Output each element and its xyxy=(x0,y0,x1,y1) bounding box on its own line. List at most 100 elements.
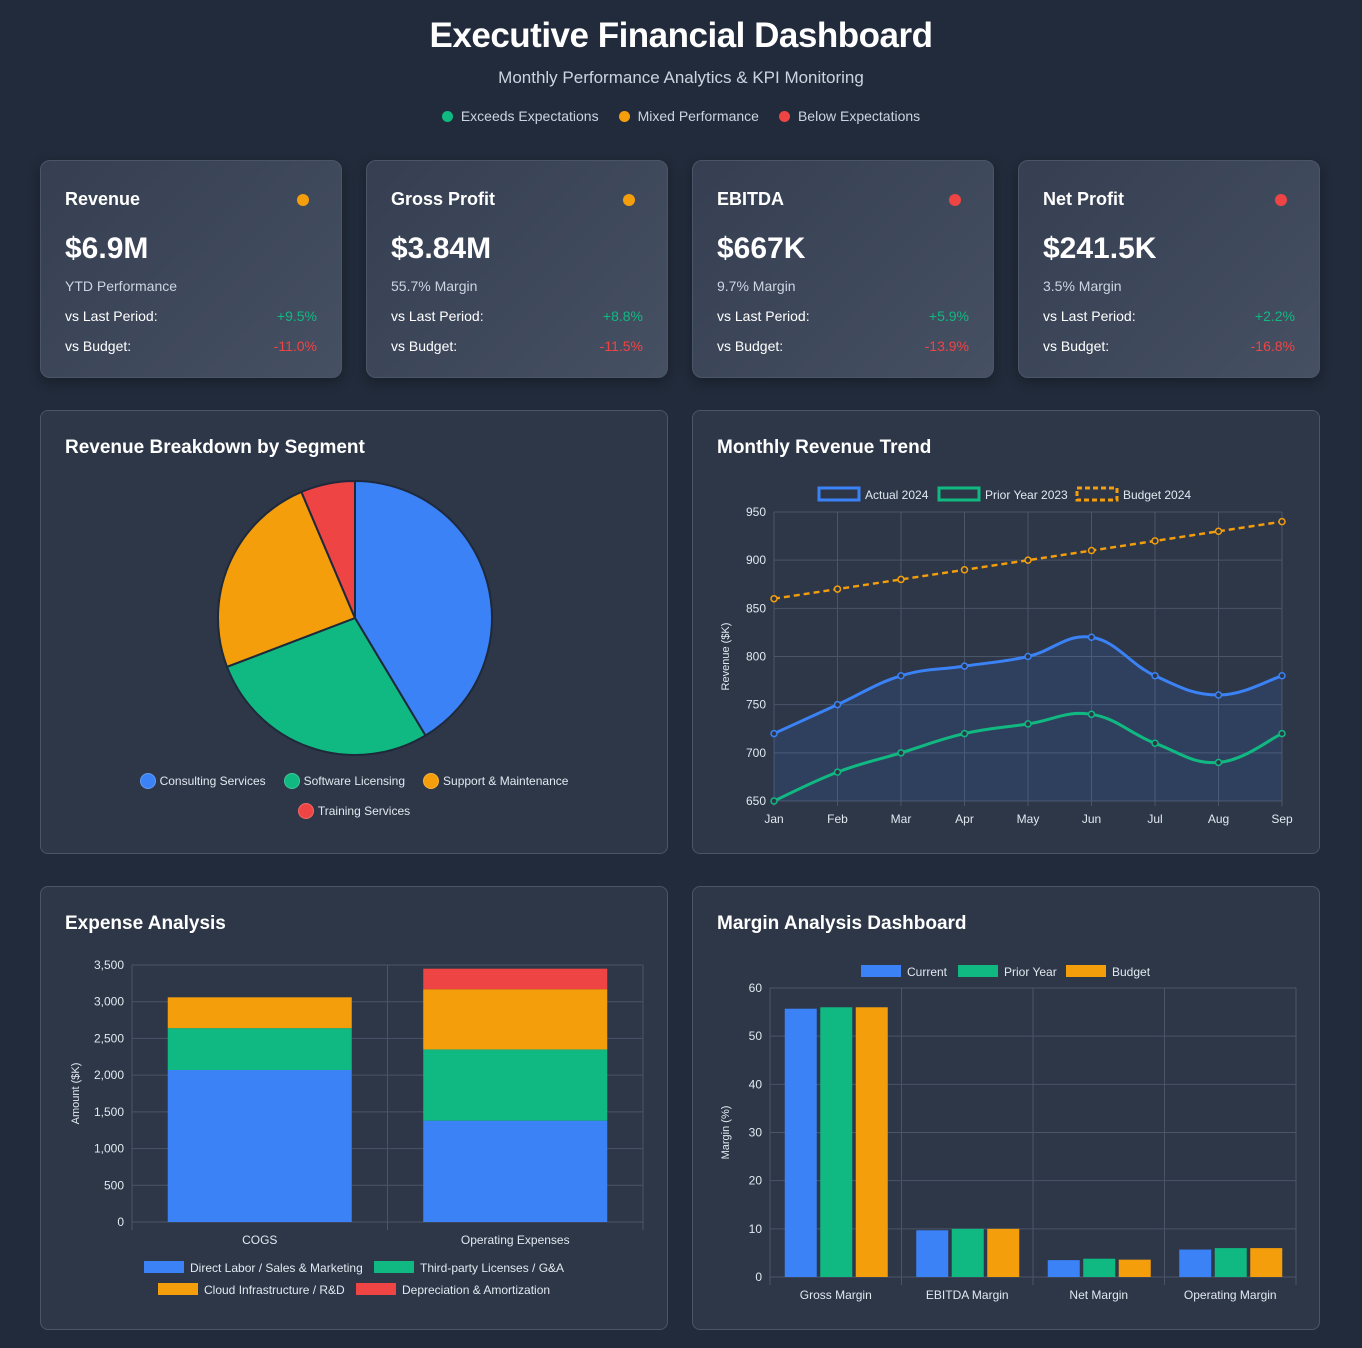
kpi-title: Gross Profit xyxy=(391,189,496,209)
data-point xyxy=(833,768,842,776)
kpi-value: $241.5K xyxy=(1043,232,1157,265)
legend-item: Mixed Performance xyxy=(618,108,759,124)
legend-item: Support & Maintenance xyxy=(423,773,568,789)
legend-label: Software Licensing xyxy=(303,774,406,788)
legend-swatch xyxy=(817,486,861,502)
status-indicator-icon xyxy=(623,194,635,206)
pie-slice xyxy=(217,490,357,669)
data-point xyxy=(897,749,905,757)
data-point xyxy=(897,575,905,584)
legend-swatch xyxy=(374,1261,414,1273)
status-indicator-icon xyxy=(297,194,309,206)
chart-title: Margin Analysis Dashboard xyxy=(717,913,967,934)
data-point xyxy=(1087,633,1096,641)
data-point xyxy=(833,585,842,593)
vs-budget-label: vs Budget: xyxy=(1043,338,1110,354)
data-point xyxy=(1278,672,1286,680)
vs-budget-label: vs Budget: xyxy=(391,338,458,354)
legend-item: Software Licensing xyxy=(283,773,406,789)
margin-panel: Margin Analysis Dashboard 0 10 20 30 40 50 60 M… xyxy=(692,886,1320,1330)
bar xyxy=(916,1230,949,1277)
bar xyxy=(1047,1260,1080,1277)
legend-label: Mixed Performance xyxy=(637,108,759,124)
expense-panel: Expense Analysis 0 500 1,000 1,500 2,000 2,50… xyxy=(40,886,668,1330)
x-tick-label: Apr xyxy=(955,812,974,826)
y-axis-label: Amount ($K) xyxy=(70,1063,82,1125)
x-tick-label: Jul xyxy=(1147,812,1162,826)
chart-title: Monthly Revenue Trend xyxy=(717,437,932,458)
data-point xyxy=(1024,652,1032,661)
legend-label: Exceeds Expectations xyxy=(460,108,599,124)
kpi-description: YTD Performance xyxy=(65,278,178,294)
y-tick-label: 60 xyxy=(749,981,763,995)
x-tick-label: Gross Margin xyxy=(800,1288,872,1302)
bar xyxy=(1250,1248,1283,1277)
vs-last-value: +8.8% xyxy=(602,308,643,324)
vs-last-label: vs Last Period: xyxy=(65,308,158,324)
y-tick-label: 50 xyxy=(749,1029,763,1043)
kpi-value: $667K xyxy=(717,232,806,265)
revenue-segment-panel: Revenue Breakdown by Segment Consulting … xyxy=(40,410,668,854)
legend-swatch xyxy=(958,965,998,977)
y-tick-label: 10 xyxy=(749,1222,763,1236)
vs-budget-label: vs Budget: xyxy=(717,338,784,354)
x-tick-label: Sep xyxy=(1271,812,1293,826)
legend-swatch xyxy=(144,1261,184,1273)
y-axis-label: Margin (%) xyxy=(720,1106,732,1160)
bar xyxy=(1118,1259,1151,1277)
legend-label: Support & Maintenance xyxy=(443,774,569,788)
status-dot-icon xyxy=(441,111,453,122)
y-tick-label: 40 xyxy=(749,1077,763,1091)
stacked-bar-segment xyxy=(423,968,608,990)
chart-title: Expense Analysis xyxy=(65,913,226,934)
legend-label: Direct Labor / Sales & Marketing xyxy=(190,1261,363,1275)
data-point xyxy=(833,700,842,709)
status-dot-icon xyxy=(778,111,790,122)
vs-last-label: vs Last Period: xyxy=(391,308,484,324)
data-point xyxy=(1024,556,1032,564)
data-point xyxy=(897,672,905,680)
chart-title: Revenue Breakdown by Segment xyxy=(65,437,365,458)
legend-label: Depreciation & Amortization xyxy=(402,1283,550,1297)
stacked-bar-segment xyxy=(167,1070,352,1222)
legend-label: Cloud Infrastructure / R&D xyxy=(204,1283,345,1297)
legend-swatch xyxy=(1066,965,1106,977)
x-tick-label: Feb xyxy=(827,812,848,826)
legend-label: Budget xyxy=(1112,965,1151,979)
kpi-value: $6.9M xyxy=(65,232,149,265)
data-point xyxy=(1278,517,1286,526)
data-point xyxy=(770,797,778,805)
legend-item: Training Services xyxy=(297,803,411,819)
vs-budget-value: -13.9% xyxy=(924,338,969,354)
y-tick-label: 2,500 xyxy=(94,1031,124,1045)
status-indicator-icon xyxy=(1275,194,1287,206)
vs-last-value: +2.2% xyxy=(1254,308,1295,324)
bar xyxy=(987,1228,1020,1277)
y-axis-label: Revenue ($K) xyxy=(720,623,732,691)
stacked-bar-segment xyxy=(423,1120,608,1222)
legend-label: Budget 2024 xyxy=(1123,488,1191,502)
revenue-trend-panel: Monthly Revenue Trend 650 700 750 800 850 900… xyxy=(692,410,1320,854)
vs-budget-label: vs Budget: xyxy=(65,338,132,354)
x-tick-label: EBITDA Margin xyxy=(926,1288,1009,1302)
x-tick-label: Jan xyxy=(764,812,783,826)
data-point xyxy=(960,566,969,574)
legend-label: Training Services xyxy=(317,804,411,818)
vs-last-value: +9.5% xyxy=(276,308,317,324)
page-subtitle: Monthly Performance Analytics & KPI Moni… xyxy=(498,68,864,87)
bar xyxy=(855,1007,888,1277)
margin-chart: 0 10 20 30 40 50 60 Margin (%) Gross Margin EBITD… xyxy=(720,965,1297,1302)
y-tick-label: 20 xyxy=(749,1174,763,1188)
kpi-card: Revenue $6.9M YTD Performance vs Last Pe… xyxy=(40,160,342,378)
x-tick-label: Operating Margin xyxy=(1184,1288,1277,1302)
status-indicator-icon xyxy=(949,194,961,206)
y-tick-label: 3,000 xyxy=(94,995,124,1009)
header: Executive Financial Dashboard Monthly Pe… xyxy=(0,0,1362,124)
bar xyxy=(1083,1258,1116,1277)
line-chart: 650 700 750 800 850 900 950 Revenue ($K) Jan Feb M… xyxy=(720,486,1293,826)
bar xyxy=(784,1008,817,1277)
kpi-title: EBITDA xyxy=(717,189,784,209)
stacked-bar-segment xyxy=(423,1049,608,1121)
legend-label: Consulting Services xyxy=(159,774,266,788)
kpi-description: 55.7% Margin xyxy=(391,278,478,294)
